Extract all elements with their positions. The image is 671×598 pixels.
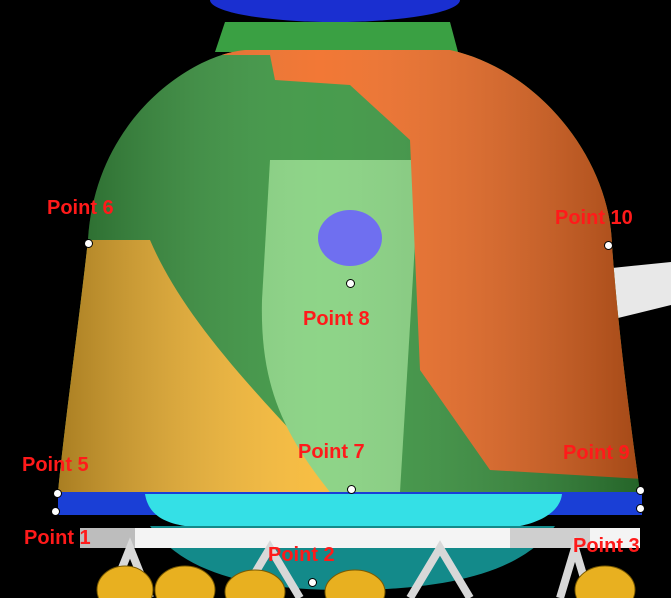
point-3-label: Point 3 [573,535,640,557]
point-6-label: Point 6 [47,197,114,219]
engines [96,565,636,598]
point-3-marker [636,504,645,513]
point-8-label: Point 8 [303,308,370,330]
platform [80,528,640,548]
point-6-marker [84,239,93,248]
point-10-marker [604,241,613,250]
point-7-marker [347,485,356,494]
point-9-label: Point 9 [563,442,630,464]
point-1-label: Point 1 [24,527,91,549]
point-1-marker [51,507,60,516]
point-2-marker [308,578,317,587]
point-5-marker [53,489,62,498]
side-antenna [612,262,671,318]
cyan-band [145,494,562,526]
top-dome [210,0,460,22]
top-neck [215,22,458,52]
capsule-body [58,50,640,492]
point-8-marker [346,279,355,288]
point-7-label: Point 7 [298,441,365,463]
point-9-marker [636,486,645,495]
window [318,210,382,266]
point-10-label: Point 10 [555,207,633,229]
point-5-label: Point 5 [22,454,89,476]
point-2-label: Point 2 [268,544,335,566]
